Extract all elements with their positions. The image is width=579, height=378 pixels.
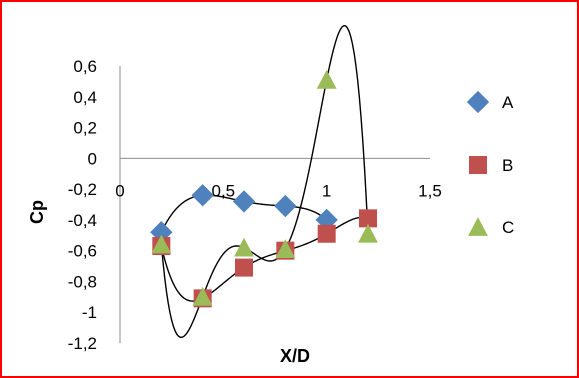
data-markers <box>150 69 378 308</box>
legend-item-b: B <box>469 156 513 175</box>
y-tick-label: 0,2 <box>73 119 97 138</box>
x-axis-title: X/D <box>280 346 310 366</box>
trendline-c <box>160 24 369 338</box>
marker-c <box>151 234 172 254</box>
legend-marker-a <box>466 90 490 114</box>
marker-c <box>275 239 296 259</box>
marker-b <box>359 209 377 228</box>
y-tick-label: -0,2 <box>68 180 97 199</box>
x-tick-label: 0 <box>115 181 124 200</box>
legend: A B C <box>466 90 514 237</box>
y-tick-label: -1 <box>82 303 97 322</box>
legend-label-c: C <box>502 218 514 237</box>
x-tick-labels: 0 0,5 1 1,5 <box>115 181 442 200</box>
y-axis-title: Cp <box>27 200 47 224</box>
marker-a <box>274 194 297 218</box>
y-tick-labels: 0,6 0,4 0,2 0 -0,2 -0,4 -0,6 -0,8 -1 -1,2 <box>68 57 97 353</box>
y-tick-label: -0,6 <box>68 242 97 261</box>
y-tick-label: 0,4 <box>73 88 97 107</box>
legend-item-a: A <box>466 90 514 114</box>
legend-label-b: B <box>502 156 513 175</box>
y-tick-label: 0 <box>88 149 97 168</box>
marker-c <box>316 69 337 89</box>
marker-b <box>317 224 336 243</box>
axes <box>119 66 430 343</box>
y-tick-label: 0,6 <box>73 57 97 76</box>
x-tick-label: 1,5 <box>418 181 442 200</box>
marker-c <box>234 237 254 257</box>
marker-c <box>192 286 213 306</box>
trendlines <box>160 24 369 338</box>
marker-c <box>358 223 378 243</box>
marker-b <box>235 258 253 277</box>
legend-label-a: A <box>502 93 514 112</box>
legend-item-c: C <box>468 217 514 237</box>
legend-marker-b <box>469 156 487 174</box>
marker-a <box>191 184 214 207</box>
y-tick-label: -0,8 <box>68 272 97 291</box>
x-tick-label: 1 <box>322 181 331 200</box>
marker-a <box>232 190 256 213</box>
y-tick-label: -0,4 <box>68 211 97 230</box>
legend-marker-c <box>468 217 488 236</box>
y-tick-label: -1,2 <box>68 334 97 353</box>
